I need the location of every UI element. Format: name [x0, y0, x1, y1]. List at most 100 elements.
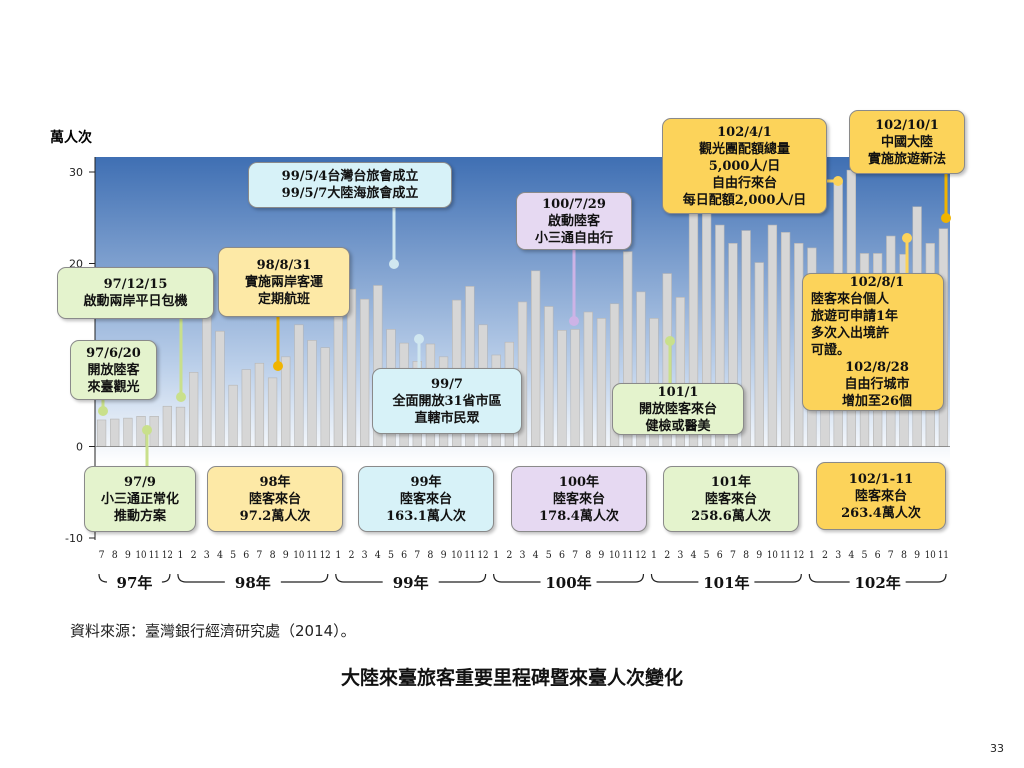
- annotation-97-6-20: 97/6/20 開放陸客 來臺觀光: [70, 340, 157, 400]
- annotation-line: 98/8/31: [256, 257, 312, 273]
- annotation-marker: [414, 334, 424, 344]
- x-tick-label: 11: [307, 550, 318, 561]
- x-tick-label: 11: [622, 550, 633, 561]
- year-label: 100年: [545, 574, 591, 592]
- bar: [110, 418, 120, 447]
- bar: [175, 406, 186, 447]
- bar: [583, 311, 593, 447]
- annotation-marker: [142, 425, 152, 435]
- x-tick-label: 9: [125, 550, 131, 561]
- year-total-value: 163.1萬人次: [386, 508, 466, 524]
- year-total-102: 102/1-11 陸客來台 263.4萬人次: [816, 462, 946, 530]
- annotation-line: 實施旅遊新法: [867, 151, 946, 167]
- x-tick-label: 1: [178, 550, 184, 561]
- year-bracket: [650, 573, 802, 583]
- x-tick-label: 8: [585, 550, 591, 561]
- x-tick-label: 8: [270, 550, 276, 561]
- x-tick-label: 2: [506, 550, 512, 561]
- x-tick-label: 4: [691, 550, 697, 561]
- x-tick-label: 5: [230, 550, 236, 561]
- annotation-line: 小三通自由行: [534, 230, 613, 246]
- annotation-line: 102/8/28: [845, 360, 909, 375]
- year-total-value: 263.4萬人次: [841, 505, 921, 521]
- x-tick-label: 3: [835, 550, 841, 561]
- x-tick-label: 4: [848, 550, 854, 561]
- bar: [254, 362, 265, 447]
- x-tick-label: 1: [651, 550, 657, 561]
- annotation-97-12-15: 97/12/15 啟動兩岸平日包機: [57, 267, 214, 319]
- y-tick-label: 0: [76, 441, 83, 454]
- x-tick-label: 10: [451, 550, 462, 561]
- bar: [754, 262, 764, 447]
- annotation-line: 定期航班: [257, 291, 310, 307]
- annotation-marker: [569, 316, 579, 326]
- x-tick-label: 12: [320, 550, 331, 561]
- x-tick-label: 12: [478, 550, 489, 561]
- annotation-line: 旅遊可申請1年: [811, 309, 899, 324]
- source-note: 資料來源：臺灣銀行經濟研究處（2014）。: [70, 622, 356, 640]
- annotation-line: 實施兩岸客運: [244, 274, 323, 290]
- annotation-line: 99/5/4台灣台旅會成立: [281, 169, 419, 184]
- x-tick-label: 7: [414, 550, 420, 561]
- x-tick-label: 12: [162, 550, 173, 561]
- bar: [544, 306, 554, 447]
- x-tick-label: 5: [388, 550, 394, 561]
- x-tick-label: 6: [717, 550, 723, 561]
- annotation-marker: [665, 336, 675, 346]
- annotation-line: 多次入出境許: [811, 326, 890, 341]
- annotation-100-7-29: 100/7/29 啟動陸客 小三通自由行: [516, 192, 632, 250]
- bar: [767, 224, 778, 447]
- annotation-line: 5,000人/日: [708, 158, 781, 174]
- year-label: 101年: [703, 574, 749, 592]
- annotation-line: 全面開放31省市區: [392, 393, 502, 409]
- annotation-98-8-31: 98/8/31 實施兩岸客運 定期航班: [218, 247, 350, 317]
- x-tick-label: 8: [112, 550, 118, 561]
- year-total-label: 陸客來台: [399, 491, 452, 507]
- x-tick-label: 11: [938, 550, 949, 561]
- annotation-102-4-1: 102/4/1 觀光團配額總量 5,000人/日 自由行來台 每日配額2,000…: [662, 118, 827, 214]
- x-tick-label: 8: [901, 550, 907, 561]
- x-tick-label: 2: [349, 550, 355, 561]
- x-tick-label: 1: [335, 550, 341, 561]
- year-total-year: 100年: [558, 474, 600, 490]
- bar: [215, 330, 225, 447]
- year-total-year: 101年: [710, 474, 752, 490]
- bar: [320, 347, 330, 447]
- year-label: 98年: [235, 574, 271, 592]
- annotation-marker: [941, 213, 951, 223]
- x-tick-label: 6: [401, 550, 407, 561]
- year-total-year: 98年: [259, 474, 291, 490]
- x-tick-label: 3: [204, 550, 210, 561]
- bar: [780, 232, 791, 447]
- annotation-line: 增加至26個: [841, 394, 913, 409]
- x-tick-label: 6: [243, 550, 249, 561]
- year-bracket: [808, 573, 947, 583]
- x-tick-label: 9: [914, 550, 920, 561]
- x-tick-label: 9: [283, 550, 289, 561]
- annotation-line: 102/4/1: [717, 124, 772, 140]
- bar: [202, 310, 212, 447]
- x-tick-label: 10: [293, 550, 304, 561]
- annotation-line: 小三通正常化: [100, 491, 179, 507]
- x-tick-label: 2: [664, 550, 670, 561]
- annotation-line: 開放陸客來台: [638, 401, 717, 417]
- x-tick-label: 1: [493, 550, 499, 561]
- bar: [531, 270, 541, 447]
- annotation-line: 99/7: [431, 376, 463, 392]
- x-tick-label: 10: [136, 550, 147, 561]
- x-tick-label: 7: [572, 550, 578, 561]
- annotation-line: 102/8/1: [849, 275, 905, 290]
- annotation-line: 99/5/7大陸海旅會成立: [281, 186, 419, 201]
- bar: [596, 318, 607, 447]
- x-tick-label: 3: [520, 550, 526, 561]
- year-bracket: [335, 573, 487, 583]
- year-bracket: [493, 573, 645, 583]
- year-total-value: 97.2萬人次: [239, 508, 311, 524]
- x-tick-label: 2: [191, 550, 197, 561]
- x-tick-label: 7: [256, 550, 262, 561]
- annotation-line: 來臺觀光: [87, 379, 140, 395]
- bar: [228, 384, 238, 447]
- year-total-label: 陸客來台: [704, 491, 757, 507]
- x-tick-label: 9: [441, 550, 447, 561]
- year-bracket: [98, 573, 171, 583]
